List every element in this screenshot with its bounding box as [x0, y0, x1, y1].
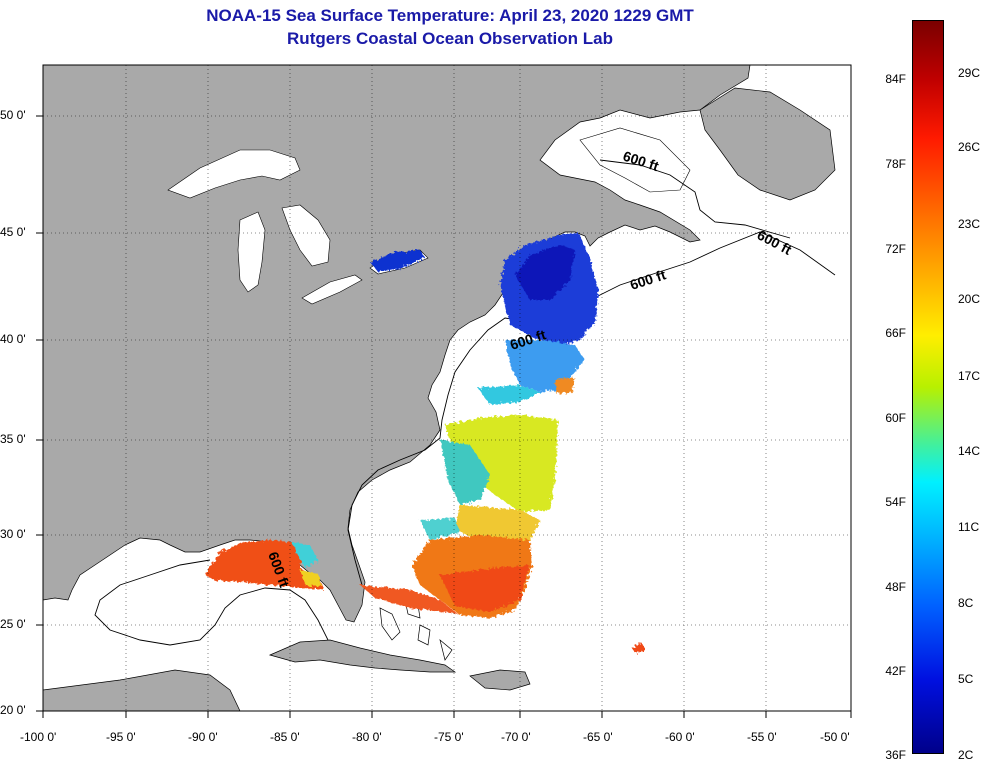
title-line-1: NOAA-15 Sea Surface Temperature: April 2… [206, 6, 694, 25]
sst-patch-shelf-green [440, 440, 490, 505]
colorbar-c-label: 5C [958, 672, 974, 686]
gulf-st-lawrence [579, 127, 691, 193]
sst-patch-south-red [440, 565, 530, 612]
colorbar-c-label: 20C [958, 292, 981, 306]
colorbar-f-label: 42F [885, 664, 906, 678]
lat-label: 40 0' [0, 332, 26, 346]
sst-patch-slope-orange [555, 378, 575, 394]
lon-label: -60 0' [665, 730, 695, 744]
lon-label: -95 0' [106, 730, 136, 744]
lat-label: 30 0' [0, 527, 26, 541]
colorbar-c-label: 26C [958, 140, 981, 154]
axis-ticks [36, 115, 852, 718]
colorbar-f-label: 72F [885, 242, 906, 256]
colorbar-f-label: 54F [885, 495, 906, 509]
colorbar [912, 20, 944, 754]
colorbar-c-label: 14C [958, 444, 981, 458]
lon-label: -100 0' [20, 730, 57, 744]
lat-label: 20 0' [0, 703, 26, 717]
colorbar-c-label: 17C [958, 369, 981, 383]
sst-patch-florida-strait [360, 585, 458, 614]
lat-label: 45 0' [0, 225, 26, 239]
sst-patch-lake-ontario [370, 250, 425, 272]
sst-patch-gulf-stream [445, 415, 558, 512]
colorbar-f-label: 66F [885, 326, 906, 340]
land-north-america [43, 65, 751, 623]
land-hispaniola [469, 669, 531, 691]
lat-label: 25 0' [0, 617, 26, 631]
colorbar-f-label: 48F [885, 580, 906, 594]
lake-huron [281, 204, 331, 267]
graticule [43, 65, 851, 711]
colorbar-f-label: 78F [885, 157, 906, 171]
colorbar-c-label: 23C [958, 217, 981, 231]
colorbar-c-label: 29C [958, 66, 981, 80]
lon-label: -85 0' [270, 730, 300, 744]
land-newfoundland [699, 87, 836, 201]
lon-label: -90 0' [188, 730, 218, 744]
sst-patch-cyan-stripe [478, 385, 540, 405]
lon-label: -55 0' [747, 730, 777, 744]
colorbar-c-label: 2C [958, 748, 974, 762]
lon-label: -70 0' [501, 730, 531, 744]
lon-label: -65 0' [583, 730, 613, 744]
land-cuba [268, 639, 457, 673]
lon-label: -80 0' [352, 730, 382, 744]
colorbar-c-label: 8C [958, 596, 974, 610]
lake-michigan [237, 211, 266, 293]
sst-patch-cold-core [515, 245, 575, 300]
sst-patch-south-yellow [455, 505, 540, 540]
colorbar-f-label: 60F [885, 411, 906, 425]
colorbar-f-label: 84F [885, 72, 906, 86]
lake-superior [167, 149, 301, 199]
sst-patch-gulf-of-mexico [205, 540, 325, 590]
sst-patch-gulf-cyan [292, 542, 318, 568]
colorbar-c-label: 11C [958, 520, 980, 534]
title-line-2: Rutgers Coastal Ocean Observation Lab [287, 29, 613, 48]
sst-swath [205, 232, 645, 654]
lake-erie [301, 274, 363, 305]
sst-patch-small-spot [632, 642, 645, 654]
sst-patch-cyan-band [420, 518, 460, 540]
lat-label: 50 0' [0, 108, 26, 122]
land-yucatan [43, 669, 241, 711]
colorbar-f-label: 36F [885, 748, 906, 762]
lon-label: -50 0' [820, 730, 850, 744]
lat-label: 35 0' [0, 432, 26, 446]
lon-label: -75 0' [434, 730, 464, 744]
sst-patch-gulf-yellow [300, 570, 322, 586]
